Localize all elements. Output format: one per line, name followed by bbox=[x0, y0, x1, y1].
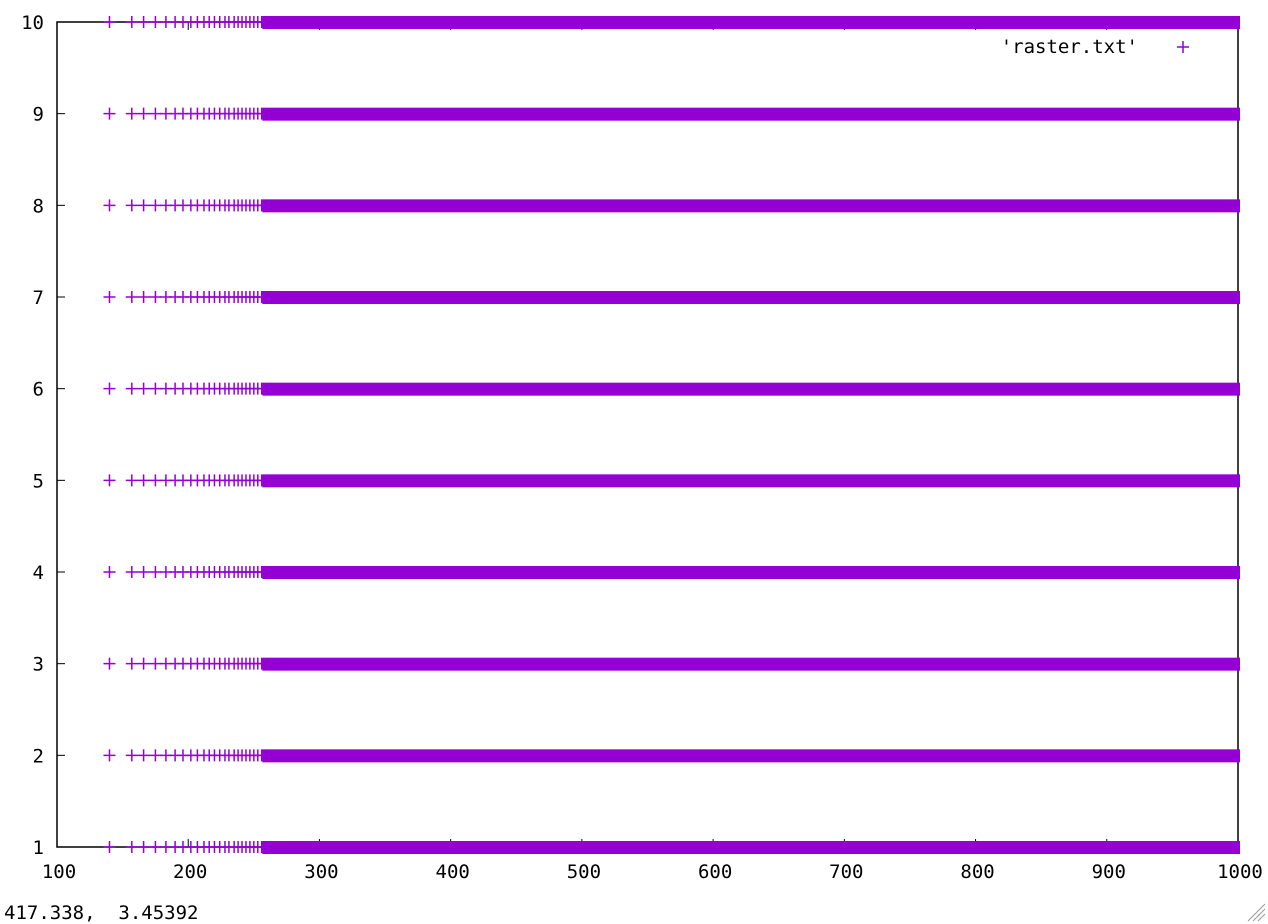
data-point bbox=[149, 749, 162, 762]
dense-points-band bbox=[262, 566, 1240, 579]
data-row-1 bbox=[103, 841, 1240, 854]
data-row-4 bbox=[103, 566, 1240, 579]
dense-points-band bbox=[262, 657, 1240, 671]
data-point bbox=[103, 566, 116, 578]
data-point bbox=[103, 749, 116, 762]
data-point bbox=[103, 841, 116, 853]
data-row-10 bbox=[103, 16, 1240, 29]
data-point bbox=[149, 841, 162, 853]
x-tick-label: 800 bbox=[960, 861, 994, 883]
data-point bbox=[137, 566, 150, 578]
data-row-2 bbox=[103, 749, 1240, 763]
dense-points-band bbox=[262, 841, 1240, 854]
x-tick-label: 700 bbox=[829, 861, 863, 883]
data-point bbox=[125, 474, 138, 487]
data-row-7 bbox=[103, 291, 1240, 304]
data-point bbox=[125, 749, 138, 762]
data-point bbox=[125, 16, 138, 28]
data-point bbox=[125, 291, 138, 303]
data-point bbox=[103, 16, 116, 28]
data-row-3 bbox=[103, 657, 1240, 671]
data-point bbox=[103, 107, 116, 120]
data-point bbox=[137, 841, 150, 853]
legend-marker-icon bbox=[1177, 41, 1189, 53]
data-point bbox=[125, 841, 138, 853]
y-tick-label: 2 bbox=[33, 745, 44, 767]
dense-points-band bbox=[262, 16, 1240, 29]
legend-label: 'raster.txt' bbox=[1001, 36, 1138, 58]
data-layer bbox=[103, 16, 1240, 854]
dense-points-band bbox=[262, 474, 1240, 488]
scatter-chart[interactable]: 100 200 300 400 500 600 700 800 900 1000 1 2 3 4 5 6 7 8 9… bbox=[0, 0, 1268, 900]
y-tick-label: 9 bbox=[33, 104, 44, 126]
x-tick-label: 400 bbox=[436, 861, 470, 883]
data-point bbox=[137, 199, 150, 212]
legend: 'raster.txt' bbox=[1001, 36, 1189, 58]
y-tick-label: 5 bbox=[33, 470, 44, 492]
x-tick-label: 600 bbox=[698, 861, 732, 883]
data-point bbox=[149, 474, 162, 487]
y-tick-label: 7 bbox=[33, 287, 44, 309]
data-point bbox=[137, 474, 150, 487]
y-tick-label: 1 bbox=[33, 837, 44, 859]
data-point bbox=[149, 657, 162, 670]
data-point bbox=[103, 199, 116, 212]
y-tick-label: 6 bbox=[33, 379, 44, 401]
dense-points-band bbox=[262, 749, 1240, 763]
dense-points-band bbox=[262, 199, 1240, 213]
data-row-8 bbox=[103, 199, 1240, 213]
plot-border bbox=[56, 21, 1239, 848]
y-tick-label: 10 bbox=[21, 12, 44, 34]
data-point bbox=[125, 566, 138, 578]
plot-frame-layer bbox=[56, 21, 1239, 848]
data-point bbox=[103, 291, 116, 303]
dense-points-band bbox=[262, 291, 1240, 304]
mouse-coordinates-readout: 417.338, 3.45392 bbox=[4, 902, 199, 924]
data-point bbox=[137, 291, 150, 303]
data-row-6 bbox=[103, 382, 1240, 396]
data-point bbox=[149, 291, 162, 303]
data-point bbox=[137, 382, 150, 395]
x-tick-label: 500 bbox=[567, 861, 601, 883]
data-point bbox=[149, 566, 162, 578]
data-point bbox=[149, 382, 162, 395]
data-point bbox=[125, 199, 138, 212]
data-point bbox=[103, 474, 116, 487]
data-point bbox=[149, 16, 162, 28]
y-tick-label: 4 bbox=[33, 562, 44, 584]
data-point bbox=[125, 107, 138, 120]
resize-grip-icon[interactable] bbox=[1244, 900, 1266, 922]
dense-points-band bbox=[262, 107, 1240, 121]
data-point bbox=[137, 657, 150, 670]
data-point bbox=[103, 382, 116, 395]
data-row-5 bbox=[103, 474, 1240, 488]
data-point bbox=[149, 199, 162, 212]
data-point bbox=[125, 382, 138, 395]
x-tick-label: 300 bbox=[304, 861, 338, 883]
data-point bbox=[137, 16, 150, 28]
data-point bbox=[125, 657, 138, 670]
data-point bbox=[137, 749, 150, 762]
x-tick-label: 1000 bbox=[1217, 861, 1263, 883]
data-point bbox=[137, 107, 150, 120]
x-tick-label: 900 bbox=[1092, 861, 1126, 883]
data-row-9 bbox=[103, 107, 1240, 121]
tick-layer: 100 200 300 400 500 600 700 800 900 1000 1 2 3 4 5 6 7 8 9… bbox=[21, 12, 1263, 883]
data-point bbox=[103, 657, 116, 670]
x-tick-label: 200 bbox=[173, 861, 207, 883]
y-tick-label: 3 bbox=[33, 654, 44, 676]
data-point bbox=[149, 107, 162, 120]
x-tick-label: 100 bbox=[42, 861, 76, 883]
dense-points-band bbox=[262, 382, 1240, 396]
y-tick-label: 8 bbox=[33, 195, 44, 217]
